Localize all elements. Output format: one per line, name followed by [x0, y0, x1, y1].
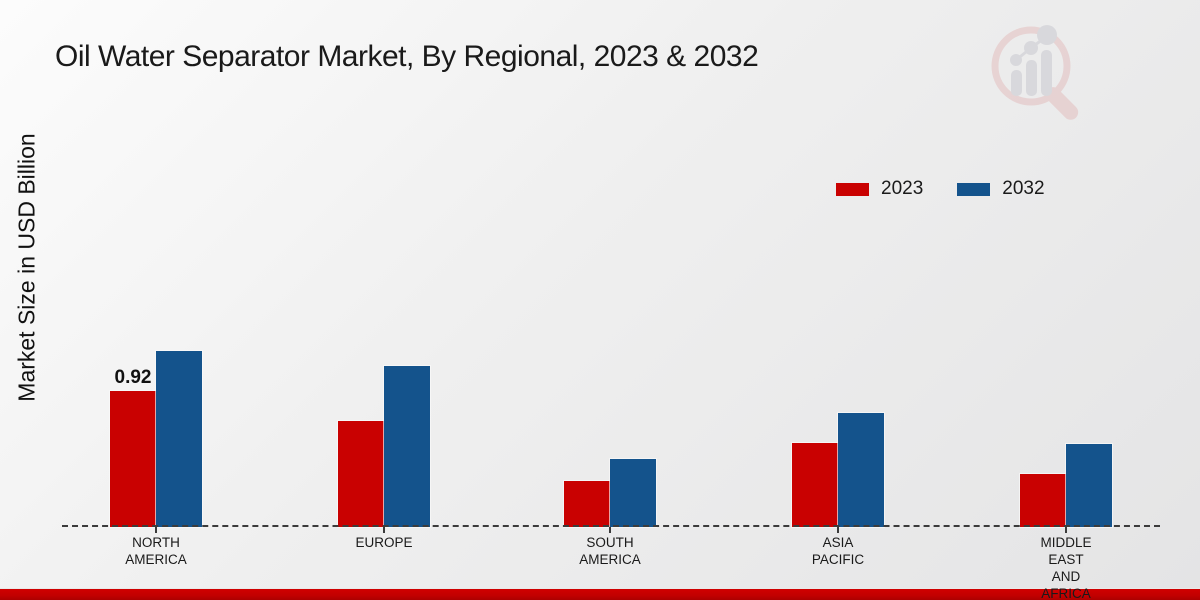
category-label-europe: EUROPE [355, 535, 413, 550]
legend-swatch-2023 [836, 182, 869, 196]
bar-2023-north-america [110, 391, 156, 527]
bar-2032-middle-east-and-africa [1066, 444, 1112, 527]
legend-swatch-2032 [957, 182, 991, 196]
category-label-south-america: SOUTH AMERICA [579, 535, 641, 567]
axis-tick [383, 527, 385, 533]
bar-2023-asia-pacific [792, 443, 838, 527]
legend-item-2023: 2023 [836, 178, 923, 200]
legend: 2023 2032 [836, 178, 1045, 200]
bar-2032-north-america [156, 351, 202, 527]
category-label-middle-east-and-africa: MIDDLE EAST AND AFRICA [1040, 535, 1092, 600]
y-axis-label: Market Size in USD Billion [13, 133, 40, 402]
legend-item-2032: 2032 [957, 178, 1045, 200]
bar-2023-middle-east-and-africa [1020, 474, 1066, 527]
bar-2023-south-america [564, 481, 610, 527]
bar-value-label: 0.92 [114, 367, 152, 388]
axis-tick [609, 527, 611, 533]
legend-label-2023: 2023 [881, 178, 924, 199]
category-label-north-america: NORTH AMERICA [125, 535, 187, 567]
bar-2032-south-america [610, 459, 656, 527]
legend-label-2032: 2032 [1002, 178, 1045, 199]
bar-2023-europe [338, 421, 384, 527]
zero-baseline [62, 525, 1160, 527]
magnifier-bar-chart-logo [985, 22, 1095, 127]
footer-red-bar [0, 588, 1200, 600]
bar-2032-europe [384, 366, 430, 527]
category-label-asia-pacific: ASIA PACIFIC [811, 535, 865, 567]
axis-tick [1065, 527, 1067, 533]
chart-title: Oil Water Separator Market, By Regional,… [55, 40, 759, 73]
axis-tick [837, 527, 839, 533]
bar-2032-asia-pacific [838, 413, 884, 527]
axis-tick [155, 527, 157, 533]
